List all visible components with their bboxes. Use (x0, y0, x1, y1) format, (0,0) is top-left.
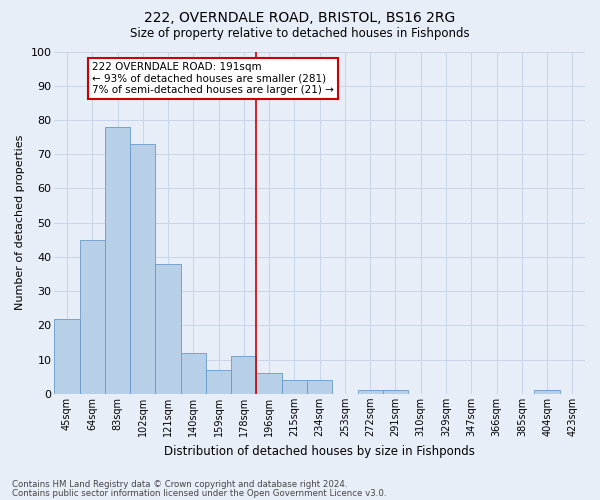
Bar (80, 240, 105, 394)
Bar (307, 380, 332, 394)
Bar (130, 144, 155, 394)
Bar (181, 353, 206, 394)
Y-axis label: Number of detached properties: Number of detached properties (15, 135, 25, 310)
Bar (231, 356, 256, 394)
Bar (358, 390, 383, 394)
Text: Contains HM Land Registry data © Crown copyright and database right 2024.: Contains HM Land Registry data © Crown c… (12, 480, 347, 489)
Text: Contains public sector information licensed under the Open Government Licence v3: Contains public sector information licen… (12, 489, 386, 498)
Text: 222 OVERNDALE ROAD: 191sqm
← 93% of detached houses are smaller (281)
7% of semi: 222 OVERNDALE ROAD: 191sqm ← 93% of deta… (92, 62, 334, 95)
Bar (206, 370, 231, 394)
Bar (282, 380, 307, 394)
Text: 222, OVERNDALE ROAD, BRISTOL, BS16 2RG: 222, OVERNDALE ROAD, BRISTOL, BS16 2RG (145, 12, 455, 26)
Bar (535, 390, 560, 394)
Bar (155, 264, 181, 394)
Bar (105, 127, 130, 394)
X-axis label: Distribution of detached houses by size in Fishponds: Distribution of detached houses by size … (164, 444, 475, 458)
Bar (383, 390, 408, 394)
Bar (55, 318, 80, 394)
Text: Size of property relative to detached houses in Fishponds: Size of property relative to detached ho… (130, 28, 470, 40)
Bar (256, 374, 282, 394)
